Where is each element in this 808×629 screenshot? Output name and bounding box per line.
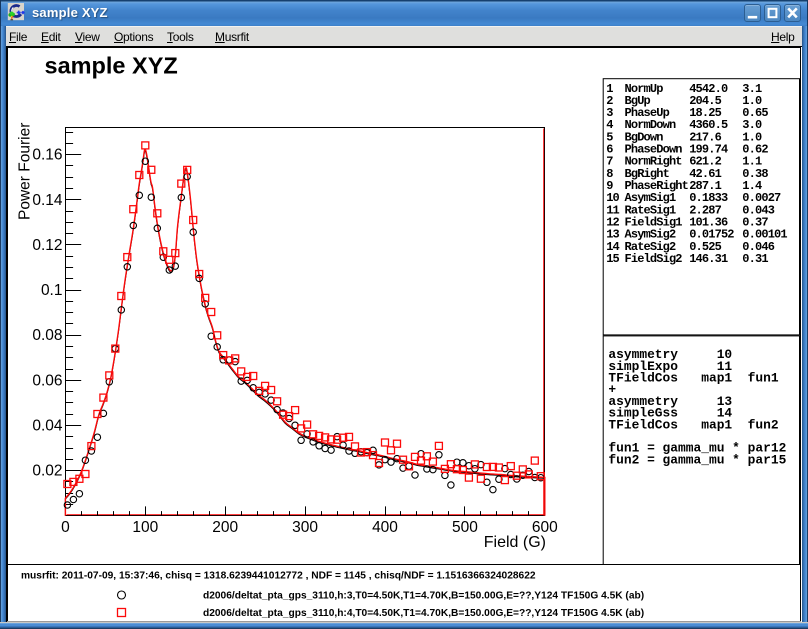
svg-text:simpleGss 14: simpleGss 14	[608, 406, 732, 421]
svg-text:1.0: 1.0	[742, 130, 762, 144]
svg-text:0.65: 0.65	[742, 106, 768, 120]
svg-text:0.046: 0.046	[742, 240, 774, 254]
svg-text:0.525: 0.525	[689, 240, 721, 254]
svg-text:5: 5	[606, 130, 613, 144]
svg-text:2.287: 2.287	[689, 203, 721, 217]
svg-text:Power Fourier: Power Fourier	[17, 123, 34, 220]
svg-text:0.37: 0.37	[742, 215, 768, 229]
svg-text:0.16: 0.16	[32, 147, 62, 164]
svg-text:0.0027: 0.0027	[742, 191, 781, 205]
svg-text:fun2 = gamma_mu * par15: fun2 = gamma_mu * par15	[608, 452, 786, 467]
svg-text:sample XYZ: sample XYZ	[45, 53, 178, 79]
svg-text:11: 11	[606, 203, 619, 217]
svg-text:asymmetry 13: asymmetry 13	[608, 394, 732, 409]
svg-text:1.4: 1.4	[742, 179, 762, 193]
svg-text:0.1: 0.1	[41, 282, 63, 299]
svg-text:fun1 = gamma_mu * par12: fun1 = gamma_mu * par12	[608, 441, 786, 456]
svg-text:FieldSig2: FieldSig2	[625, 252, 683, 266]
svg-text:RateSig1: RateSig1	[625, 203, 676, 217]
svg-text:101.36: 101.36	[689, 215, 728, 229]
svg-text:0: 0	[61, 519, 70, 536]
svg-text:15: 15	[606, 252, 619, 266]
svg-text:3.1: 3.1	[742, 82, 762, 96]
svg-text:NormRight: NormRight	[625, 155, 683, 169]
svg-text:BgRight: BgRight	[625, 167, 670, 181]
svg-text:204.5: 204.5	[689, 94, 721, 108]
svg-text:0.1833: 0.1833	[689, 191, 728, 205]
svg-text:0.02: 0.02	[32, 463, 62, 480]
svg-text:100: 100	[132, 519, 158, 536]
svg-text:1.1: 1.1	[742, 155, 762, 169]
svg-text:199.74: 199.74	[689, 143, 728, 157]
svg-text:d2006/deltat_pta_gps_3110,h:4,: d2006/deltat_pta_gps_3110,h:4,T0=4.50K,T…	[203, 608, 644, 619]
svg-text:3.0: 3.0	[742, 118, 762, 132]
svg-text:600: 600	[532, 519, 558, 536]
svg-text:PhaseDown: PhaseDown	[625, 143, 683, 157]
svg-text:TFieldCos map1 fun2: TFieldCos map1 fun2	[608, 417, 778, 432]
svg-text:simplExpo 11: simplExpo 11	[608, 359, 732, 374]
svg-text:asymmetry 10: asymmetry 10	[608, 347, 732, 362]
svg-text:200: 200	[212, 519, 238, 536]
svg-text:RateSig2: RateSig2	[625, 240, 676, 254]
svg-text:PhaseUp: PhaseUp	[625, 106, 670, 120]
svg-text:0.14: 0.14	[32, 192, 63, 209]
svg-text:4360.5: 4360.5	[689, 118, 728, 132]
svg-text:AsymSig2: AsymSig2	[625, 228, 676, 242]
svg-text:4542.0: 4542.0	[689, 82, 728, 96]
svg-text:10: 10	[606, 191, 619, 205]
svg-text:0.12: 0.12	[32, 237, 62, 254]
svg-text:NormDown: NormDown	[625, 118, 676, 132]
svg-text:AsymSig1: AsymSig1	[625, 191, 676, 205]
svg-text:300: 300	[292, 519, 318, 536]
svg-text:BgUp: BgUp	[625, 94, 651, 108]
svg-text:TFieldCos map1 fun1: TFieldCos map1 fun1	[608, 371, 778, 386]
svg-text:0.06: 0.06	[32, 372, 62, 389]
svg-text:146.31: 146.31	[689, 252, 728, 266]
svg-text:4: 4	[606, 118, 613, 132]
svg-text:500: 500	[452, 519, 478, 536]
svg-text:musrfit: 2011-07-09, 15:37:46,: musrfit: 2011-07-09, 15:37:46, chisq = 1…	[21, 571, 536, 582]
svg-text:0.31: 0.31	[742, 252, 768, 266]
svg-text:0.38: 0.38	[742, 167, 768, 181]
svg-text:0.00101: 0.00101	[742, 228, 787, 242]
svg-text:0.62: 0.62	[742, 143, 768, 157]
svg-text:FieldSig1: FieldSig1	[625, 215, 683, 229]
svg-text:13: 13	[606, 228, 619, 242]
svg-text:9: 9	[606, 179, 613, 193]
svg-text:8: 8	[606, 167, 613, 181]
svg-text:287.1: 287.1	[689, 179, 721, 193]
svg-text:3: 3	[606, 106, 613, 120]
svg-text:1: 1	[606, 82, 613, 96]
svg-text:NormUp: NormUp	[625, 82, 664, 96]
svg-text:Field (G): Field (G)	[484, 534, 546, 551]
svg-text:12: 12	[606, 215, 619, 229]
svg-text:400: 400	[372, 519, 398, 536]
svg-text:BgDown: BgDown	[625, 130, 664, 144]
svg-text:2: 2	[606, 94, 613, 108]
svg-text:0.043: 0.043	[742, 203, 774, 217]
svg-text:0.04: 0.04	[32, 418, 63, 435]
svg-text:PhaseRight: PhaseRight	[625, 179, 689, 193]
svg-text:18.25: 18.25	[689, 106, 721, 120]
svg-text:7: 7	[606, 155, 613, 169]
svg-text:d2006/deltat_pta_gps_3110,h:3,: d2006/deltat_pta_gps_3110,h:3,T0=4.50K,T…	[203, 591, 644, 602]
svg-text:+: +	[608, 382, 616, 397]
svg-text:42.61: 42.61	[689, 167, 721, 181]
svg-text:621.2: 621.2	[689, 155, 721, 169]
svg-text:6: 6	[606, 143, 613, 157]
svg-text:0.08: 0.08	[32, 327, 62, 344]
svg-text:217.6: 217.6	[689, 130, 721, 144]
svg-text:14: 14	[606, 240, 619, 254]
svg-text:1.0: 1.0	[742, 94, 762, 108]
svg-text:0.01752: 0.01752	[689, 228, 734, 242]
